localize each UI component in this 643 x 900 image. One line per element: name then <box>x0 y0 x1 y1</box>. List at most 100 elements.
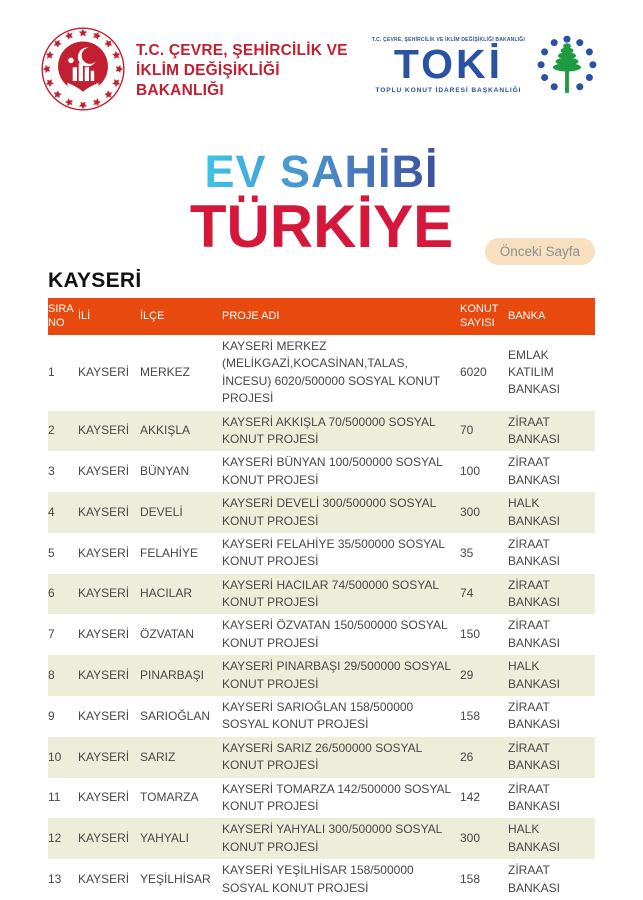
cell-banka: ZİRAAT BANKASI <box>508 700 561 732</box>
cell-proje: KAYSERİ DEVELİ 300/500000 SOSYAL KONUT P… <box>222 496 436 528</box>
column-header-sira-no: SIRA NO <box>48 302 74 329</box>
cell-no: 6 <box>48 586 55 601</box>
logo-bar: T.C. ÇEVRE, ŞEHİRCİLİK VE İKLİM DEĞİŞİKL… <box>0 0 643 112</box>
cell-banka: HALK BANKASI <box>508 659 561 691</box>
cell-proje: KAYSERİ SARIOĞLAN 158/500000 SOSYAL KONU… <box>222 700 414 732</box>
table-row: 2 KAYSERİ AKKIŞLA KAYSERİ AKKIŞLA 70/500000… <box>48 410 595 452</box>
cell-ilce: DEVELİ <box>140 504 183 519</box>
previous-page-button[interactable]: Önceki Sayfa <box>484 238 595 265</box>
table-row: 11 KAYSERİ TOMARZA KAYSERİ TOMARZA 142/5000… <box>48 777 595 819</box>
hero-title-line1: EV SAHİBİ <box>204 146 439 197</box>
ministry-name: T.C. ÇEVRE, ŞEHİRCİLİK VE İKLİM DEĞİŞİKL… <box>136 37 372 101</box>
cell-banka: ZİRAAT BANKASI <box>508 455 561 487</box>
toki-small-top-text: T.C. ÇEVRE, ŞEHİRCİLİK VE İKLİM DEĞİŞİKL… <box>371 37 525 43</box>
cell-ili: KAYSERİ <box>78 831 130 846</box>
hero: EV SAHİBİ TÜRKİYE <box>0 146 643 260</box>
cell-konut: 300 <box>460 504 481 519</box>
cell-ilce: TOMARZA <box>140 790 199 805</box>
cell-proje: KAYSERİ YEŞİLHİSAR 158/500000 SOSYAL KON… <box>222 863 414 895</box>
table-row: 5 KAYSERİ FELAHİYE KAYSERİ FELAHİYE 35/5000… <box>48 532 595 574</box>
cell-konut: 158 <box>460 871 481 886</box>
ministry-name-line2: İKLİM DEĞİŞİKLİĞİ BAKANLIĞI <box>136 61 280 100</box>
cell-ili: KAYSERİ <box>78 667 130 682</box>
table-row: 3 KAYSERİ BÜNYAN KAYSERİ BÜNYAN 100/500000 … <box>48 451 595 493</box>
toki-logo-block: T.C. ÇEVRE, ŞEHİRCİLİK VE İKLİM DEĞİŞİKL… <box>372 26 599 98</box>
table-row: 10 KAYSERİ SARIZ KAYSERİ SARIZ 26/500000 SO… <box>48 736 595 778</box>
cell-ilce: ÖZVATAN <box>140 627 194 642</box>
cell-ili: KAYSERİ <box>78 423 130 438</box>
table-row: 8 KAYSERİ PINARBAŞI KAYSERİ PINARBAŞI 29/50… <box>48 655 595 697</box>
cell-ili: KAYSERİ <box>78 749 130 764</box>
column-header-proje-adi: PROJE ADI <box>222 309 280 322</box>
cell-ilce: BÜNYAN <box>140 464 190 479</box>
cell-konut: 158 <box>460 708 481 723</box>
toki-text-block: T.C. ÇEVRE, ŞEHİRCİLİK VE İKLİM DEĞİŞİKL… <box>371 37 525 95</box>
cell-banka: ZİRAAT BANKASI <box>508 740 561 773</box>
cell-no: 3 <box>48 464 55 479</box>
ministry-logo-block: T.C. ÇEVRE, ŞEHİRCİLİK VE İKLİM DEĞİŞİKL… <box>40 26 372 112</box>
cell-ilce: SARIOĞLAN <box>140 708 211 723</box>
cell-proje: KAYSERİ PINARBAŞI 29/500000 SOSYAL KONUT… <box>222 659 451 691</box>
cell-ili: KAYSERİ <box>78 464 130 479</box>
cell-konut: 142 <box>460 790 481 805</box>
content: KAYSERİ SIRA NO İLİ İLÇE PROJE ADI KONUT… <box>0 269 643 900</box>
cell-no: 7 <box>48 627 55 642</box>
cell-banka: ZİRAAT BANKASI <box>508 536 561 569</box>
table-row: 7 KAYSERİ ÖZVATAN KAYSERİ ÖZVATAN 150/50000… <box>48 614 595 656</box>
hero-title-line2: TÜRKİYE <box>189 193 454 260</box>
cell-konut: 70 <box>460 423 474 438</box>
toki-name: TOKİ <box>393 41 504 87</box>
cell-banka: ZİRAAT BANKASI <box>508 863 561 895</box>
table-header-row: SIRA NO İLİ İLÇE PROJE ADI KONUT SAYISI … <box>48 298 595 335</box>
cell-no: 12 <box>48 831 62 846</box>
cell-no: 13 <box>48 871 62 886</box>
cell-ilce: HACILAR <box>140 586 193 601</box>
cell-proje: KAYSERİ AKKIŞLA 70/500000 SOSYAL KONUT P… <box>222 414 436 446</box>
table-row: 9 KAYSERİ SARIOĞLAN KAYSERİ SARIOĞLAN 158/5… <box>48 696 595 737</box>
cell-proje: KAYSERİ BÜNYAN 100/500000 SOSYAL KONUT P… <box>222 455 443 487</box>
cell-no: 8 <box>48 667 55 682</box>
cell-ilce: PINARBAŞI <box>140 667 205 682</box>
ministry-name-line1: T.C. ÇEVRE, ŞEHİRCİLİK VE <box>136 41 348 59</box>
cell-konut: 26 <box>460 749 474 764</box>
column-header-banka: BANKA <box>508 309 546 322</box>
table-row: 13 KAYSERİ YEŞİLHİSAR KAYSERİ YEŞİLHİSAR 15… <box>48 859 595 900</box>
cell-proje: KAYSERİ MERKEZ (MELİKGAZİ,KOCASİNAN,TALA… <box>222 339 440 406</box>
province-title: KAYSERİ <box>48 269 142 292</box>
cell-ili: KAYSERİ <box>78 871 130 886</box>
cell-banka: ZİRAAT BANKASI <box>508 781 561 813</box>
cell-banka: ZİRAAT BANKASI <box>508 618 561 650</box>
cell-ilce: FELAHİYE <box>140 545 199 560</box>
cell-ili: KAYSERİ <box>78 586 130 601</box>
cell-konut: 29 <box>460 667 474 682</box>
cell-proje: KAYSERİ ÖZVATAN 150/500000 SOSYAL KONUT … <box>222 618 448 650</box>
cell-ilce: MERKEZ <box>140 365 191 380</box>
cell-no: 1 <box>48 365 55 380</box>
cell-ili: KAYSERİ <box>78 545 130 560</box>
cell-konut: 100 <box>460 464 481 479</box>
cell-ili: KAYSERİ <box>78 504 130 519</box>
table-row: 12 KAYSERİ YAHYALI KAYSERİ YAHYALI 300/5000… <box>48 818 595 860</box>
cell-ilce: YEŞİLHİSAR <box>140 871 211 886</box>
cell-banka: ZİRAAT BANKASI <box>508 577 561 610</box>
cell-banka: HALK BANKASI <box>508 496 561 528</box>
cell-no: 11 <box>48 790 61 805</box>
cell-ili: KAYSERİ <box>78 365 130 380</box>
cell-no: 4 <box>48 504 55 519</box>
ministry-emblem-icon <box>41 27 125 111</box>
column-header-ilce: İLÇE <box>140 309 165 322</box>
cell-proje: KAYSERİ HACILAR 74/500000 SOSYAL KONUT P… <box>222 577 439 610</box>
column-header-konut-sayisi: KONUT SAYISI <box>460 302 499 329</box>
cell-ilce: AKKIŞLA <box>140 423 191 438</box>
cell-konut: 74 <box>460 586 474 601</box>
cell-ilce: YAHYALI <box>140 831 189 846</box>
cell-banka: HALK BANKASI <box>508 822 561 854</box>
cell-proje: KAYSERİ SARIZ 26/500000 SOSYAL KONUT PRO… <box>222 740 422 773</box>
cell-ilce: SARIZ <box>140 749 176 764</box>
table-row: 1 KAYSERİ MERKEZ KAYSERİ MERKEZ (MELİKGAZİ,… <box>48 335 595 411</box>
cell-konut: 35 <box>460 545 474 560</box>
cell-ili: KAYSERİ <box>78 627 130 642</box>
cell-no: 5 <box>48 545 55 560</box>
cell-proje: KAYSERİ YAHYALI 300/500000 SOSYAL KONUT … <box>222 822 442 854</box>
cell-ili: KAYSERİ <box>78 708 130 723</box>
